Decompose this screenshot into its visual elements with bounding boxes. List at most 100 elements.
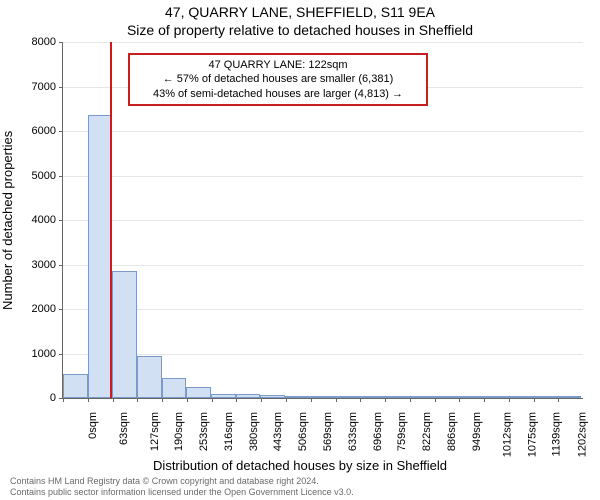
x-tick xyxy=(286,398,287,402)
y-tick-label: 4000 xyxy=(16,214,56,226)
histogram-bar xyxy=(458,396,483,398)
gridline xyxy=(63,42,583,43)
x-tick xyxy=(336,398,337,402)
histogram-bar xyxy=(211,394,236,398)
x-tick xyxy=(212,398,213,402)
annotation-line-3: 43% of semi-detached houses are larger (… xyxy=(138,87,418,101)
x-tick-label: 759sqm xyxy=(396,412,408,451)
y-tick xyxy=(59,42,63,43)
histogram-bar xyxy=(162,378,187,398)
histogram-bar xyxy=(384,396,409,398)
x-tick-label: 1139sqm xyxy=(550,412,562,456)
histogram-bar xyxy=(88,115,113,398)
footer: Contains HM Land Registry data © Crown c… xyxy=(10,476,354,498)
histogram-bar xyxy=(112,271,137,398)
y-tick-label: 0 xyxy=(16,392,56,404)
y-tick xyxy=(59,309,63,310)
x-tick xyxy=(311,398,312,402)
x-axis-label: Distribution of detached houses by size … xyxy=(0,458,600,473)
footer-line-1: Contains HM Land Registry data © Crown c… xyxy=(10,476,354,487)
y-axis-label: Number of detached properties xyxy=(0,131,15,310)
histogram-bar xyxy=(285,396,310,398)
histogram-bar xyxy=(408,396,433,398)
histogram-bar xyxy=(507,396,532,398)
histogram-bar xyxy=(482,396,507,398)
x-tick-label: 822sqm xyxy=(421,412,433,451)
x-tick-label: 1012sqm xyxy=(502,412,514,457)
x-tick xyxy=(435,398,436,402)
x-tick xyxy=(509,398,510,402)
y-tick xyxy=(59,354,63,355)
x-tick xyxy=(360,398,361,402)
x-tick xyxy=(484,398,485,402)
plot-area: 47 QUARRY LANE: 122sqm ← 57% of detached… xyxy=(62,42,583,399)
chart-container: { "chart": { "type": "histogram", "title… xyxy=(0,0,600,500)
histogram-bar xyxy=(359,396,384,398)
gridline xyxy=(63,309,583,310)
x-tick xyxy=(261,398,262,402)
x-tick-label: 316sqm xyxy=(223,412,235,451)
gridline xyxy=(63,220,583,221)
gridline xyxy=(63,265,583,266)
gridline xyxy=(63,131,583,132)
histogram-bar xyxy=(63,374,88,398)
y-tick xyxy=(59,176,63,177)
histogram-bar xyxy=(186,387,211,398)
x-tick xyxy=(534,398,535,402)
marker-line xyxy=(110,42,112,398)
x-tick-label: 380sqm xyxy=(248,412,260,451)
y-tick-label: 5000 xyxy=(16,170,56,182)
x-tick xyxy=(187,398,188,402)
histogram-bar xyxy=(433,396,458,398)
y-tick-label: 8000 xyxy=(16,36,56,48)
histogram-bar xyxy=(334,396,359,398)
x-tick-label: 1202sqm xyxy=(576,412,588,457)
x-tick-label: 506sqm xyxy=(297,412,309,451)
histogram-bar xyxy=(260,395,285,398)
chart-subtitle: Size of property relative to detached ho… xyxy=(0,22,600,38)
x-tick-label: 696sqm xyxy=(372,412,384,451)
x-tick-label: 886sqm xyxy=(446,412,458,451)
gridline xyxy=(63,354,583,355)
y-tick-label: 7000 xyxy=(16,81,56,93)
annotation-box: 47 QUARRY LANE: 122sqm ← 57% of detached… xyxy=(128,53,428,106)
x-tick xyxy=(88,398,89,402)
gridline xyxy=(63,176,583,177)
x-tick xyxy=(558,398,559,402)
x-tick xyxy=(459,398,460,402)
chart-title-line-1: 47, QUARRY LANE, SHEFFIELD, S11 9EA xyxy=(0,4,600,20)
y-tick-label: 6000 xyxy=(16,125,56,137)
annotation-line-1: 47 QUARRY LANE: 122sqm xyxy=(138,58,418,72)
x-tick xyxy=(162,398,163,402)
x-tick xyxy=(410,398,411,402)
x-tick-label: 63sqm xyxy=(118,412,130,445)
x-tick xyxy=(63,398,64,402)
x-tick-label: 0sqm xyxy=(87,412,99,439)
y-tick-label: 3000 xyxy=(16,259,56,271)
histogram-bar xyxy=(556,396,581,398)
histogram-bar xyxy=(310,396,335,398)
histogram-bar xyxy=(236,394,261,398)
annotation-line-2: ← 57% of detached houses are smaller (6,… xyxy=(138,72,418,86)
x-tick-label: 569sqm xyxy=(322,412,334,451)
x-tick-label: 949sqm xyxy=(471,412,483,451)
histogram-bar xyxy=(532,396,557,398)
y-tick xyxy=(59,87,63,88)
y-tick-label: 1000 xyxy=(16,348,56,360)
x-tick-label: 190sqm xyxy=(174,412,186,451)
x-tick-label: 127sqm xyxy=(149,412,161,451)
x-tick xyxy=(137,398,138,402)
x-tick xyxy=(236,398,237,402)
x-tick-label: 253sqm xyxy=(198,412,210,451)
x-tick-label: 1075sqm xyxy=(526,412,538,457)
histogram-bar xyxy=(137,356,162,398)
y-tick xyxy=(59,131,63,132)
x-tick-label: 633sqm xyxy=(347,412,359,451)
x-tick-label: 443sqm xyxy=(273,412,285,451)
y-tick xyxy=(59,265,63,266)
y-tick-label: 2000 xyxy=(16,303,56,315)
x-tick xyxy=(113,398,114,402)
footer-line-2: Contains public sector information licen… xyxy=(10,487,354,498)
y-tick xyxy=(59,220,63,221)
x-tick xyxy=(385,398,386,402)
